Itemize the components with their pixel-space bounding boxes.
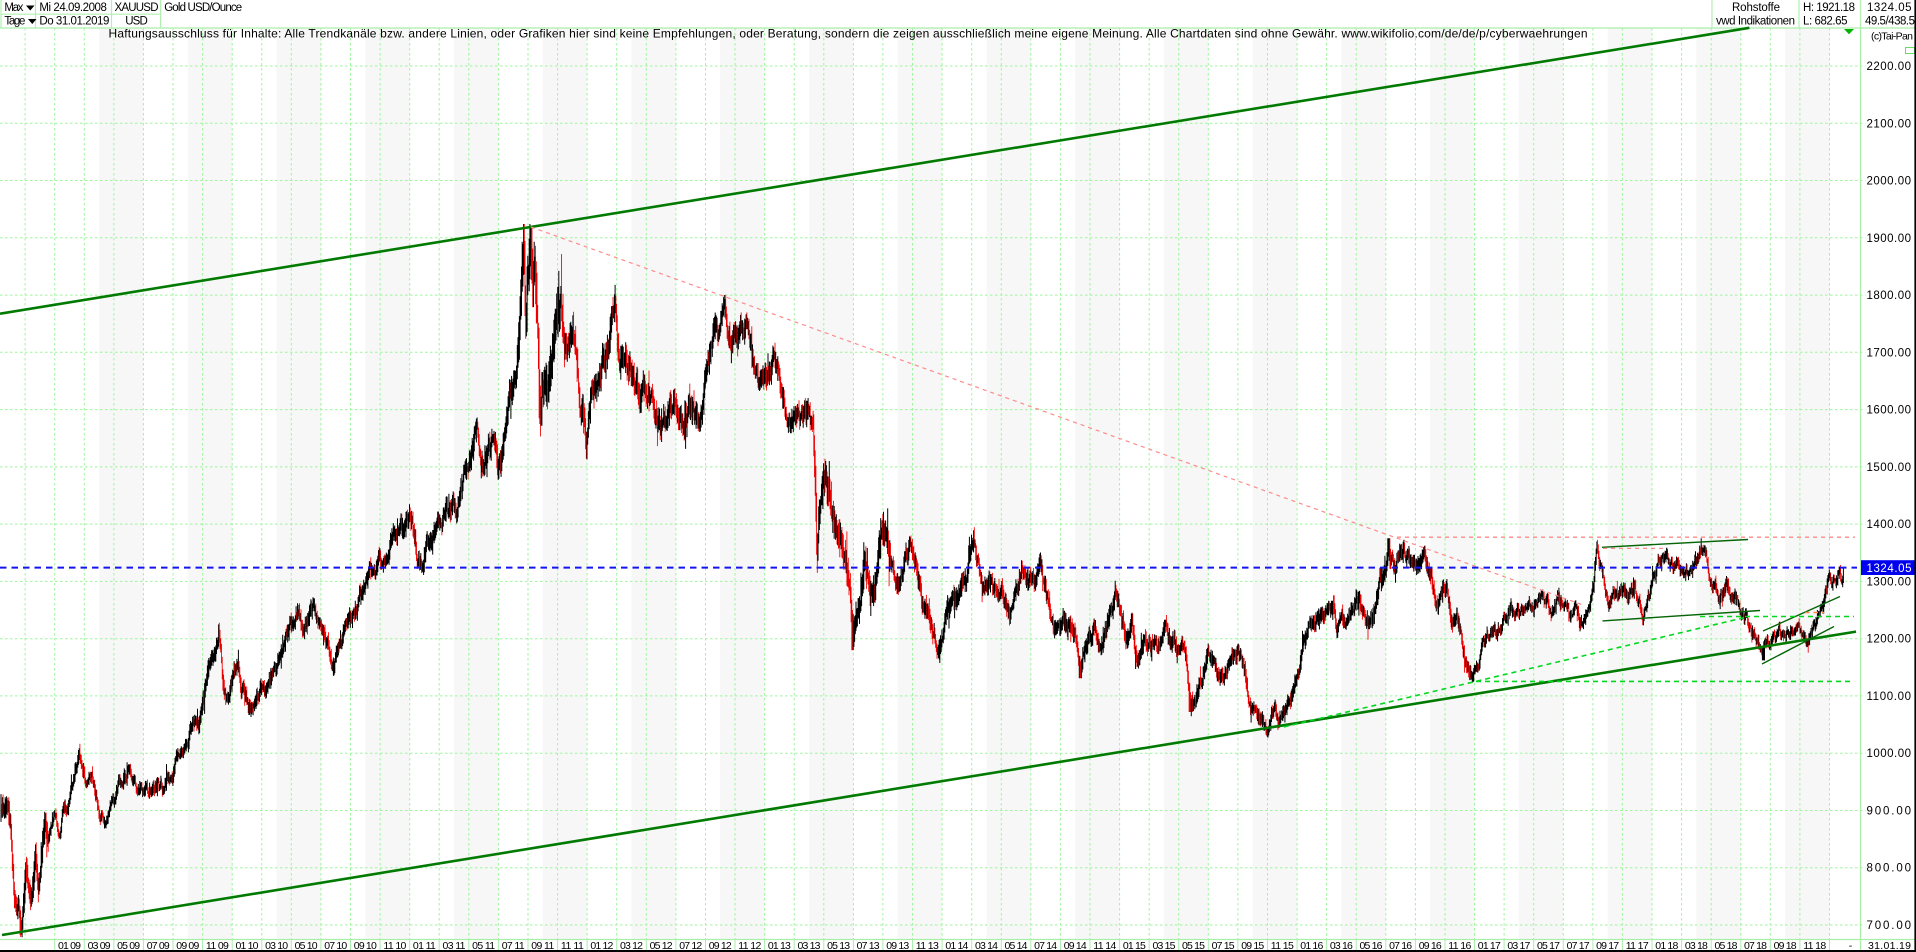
svg-text:09 09: 09 09	[176, 940, 199, 952]
svg-text:03 09: 03 09	[88, 940, 111, 952]
svg-text:-: -	[1849, 940, 1853, 952]
svg-text:05 12: 05 12	[650, 940, 673, 952]
svg-text:2000.00: 2000.00	[1867, 176, 1912, 188]
svg-text:07 14: 07 14	[1034, 940, 1057, 952]
svg-text:H: 1921.18: H: 1921.18	[1803, 2, 1855, 14]
svg-text:03 11: 03 11	[443, 940, 466, 952]
svg-text:L: 682.65: L: 682.65	[1803, 16, 1848, 28]
svg-text:03 18: 03 18	[1685, 940, 1708, 952]
svg-text:1100.00: 1100.00	[1867, 691, 1912, 703]
svg-text:01 18: 01 18	[1655, 940, 1678, 952]
svg-text:09 16: 09 16	[1419, 940, 1442, 952]
svg-text:Gold USD/Ounce: Gold USD/Ounce	[164, 2, 242, 14]
svg-text:05 16: 05 16	[1360, 940, 1383, 952]
svg-text:1324.05: 1324.05	[1867, 563, 1912, 575]
svg-text:1200.00: 1200.00	[1867, 634, 1912, 646]
svg-text:1700.00: 1700.00	[1867, 347, 1912, 359]
svg-text:11 18: 11 18	[1803, 940, 1826, 952]
svg-text:1600.00: 1600.00	[1867, 405, 1912, 417]
svg-text:1000.00: 1000.00	[1867, 748, 1912, 760]
svg-text:01 12: 01 12	[590, 940, 613, 952]
svg-text:1400.00: 1400.00	[1867, 519, 1912, 531]
svg-text:09 14: 09 14	[1064, 940, 1087, 952]
svg-text:11 13: 11 13	[916, 940, 939, 952]
svg-text:07 10: 07 10	[324, 940, 347, 952]
svg-text:49.5/438.5: 49.5/438.5	[1865, 16, 1915, 28]
svg-text:07 16: 07 16	[1389, 940, 1412, 952]
svg-text:09 18: 09 18	[1774, 940, 1797, 952]
svg-text:2200.00: 2200.00	[1867, 61, 1912, 73]
svg-text:09 12: 09 12	[709, 940, 732, 952]
svg-text:09 10: 09 10	[354, 940, 377, 952]
svg-text:03 14: 03 14	[975, 940, 998, 952]
svg-text:11 09: 11 09	[206, 940, 229, 952]
svg-text:05 11: 05 11	[472, 940, 495, 952]
svg-text:03 12: 03 12	[620, 940, 643, 952]
svg-text:03 13: 03 13	[798, 940, 821, 952]
svg-text:07 12: 07 12	[679, 940, 702, 952]
svg-text:09 17: 09 17	[1596, 940, 1619, 952]
svg-text:05 09: 05 09	[117, 940, 140, 952]
svg-text:03 16: 03 16	[1330, 940, 1353, 952]
svg-text:Do 31.01.2019: Do 31.01.2019	[39, 16, 109, 28]
svg-text:05 18: 05 18	[1715, 940, 1738, 952]
svg-text:01 14: 01 14	[945, 940, 968, 952]
svg-text:11 11: 11 11	[561, 940, 584, 952]
svg-text:01 16: 01 16	[1300, 940, 1323, 952]
svg-text:03 15: 03 15	[1153, 940, 1176, 952]
svg-text:07 11: 07 11	[502, 940, 525, 952]
svg-text:03 17: 03 17	[1507, 940, 1530, 952]
svg-text:09 11: 09 11	[531, 940, 554, 952]
svg-text:05 13: 05 13	[827, 940, 850, 952]
svg-text:1500.00: 1500.00	[1867, 462, 1912, 474]
svg-text:01 15: 01 15	[1123, 940, 1146, 952]
svg-text:Haftungsausschluss für Inhalte: Haftungsausschluss für Inhalte: Alle Tre…	[109, 27, 1588, 41]
svg-text:01 10: 01 10	[236, 940, 259, 952]
svg-text:11 14: 11 14	[1093, 940, 1116, 952]
svg-text:31.01.19: 31.01.19	[1868, 940, 1911, 952]
svg-text:07 17: 07 17	[1567, 940, 1590, 952]
svg-text:01 13: 01 13	[768, 940, 791, 952]
svg-text:05 17: 05 17	[1537, 940, 1560, 952]
svg-text:USD: USD	[125, 16, 148, 28]
svg-text:01 17: 01 17	[1478, 940, 1501, 952]
svg-text:09 13: 09 13	[886, 940, 909, 952]
svg-text:1900.00: 1900.00	[1867, 233, 1912, 245]
svg-text:07 09: 07 09	[147, 940, 170, 952]
svg-text:07 13: 07 13	[857, 940, 880, 952]
svg-text:11 12: 11 12	[738, 940, 761, 952]
svg-text:01 09: 01 09	[58, 940, 81, 952]
svg-text:03 10: 03 10	[265, 940, 288, 952]
svg-text:XAUUSD: XAUUSD	[115, 2, 159, 14]
svg-text:05 10: 05 10	[295, 940, 318, 952]
svg-text:Tage: Tage	[4, 16, 25, 28]
svg-text:Mi 24.09.2008: Mi 24.09.2008	[39, 2, 107, 14]
svg-text:Max: Max	[4, 2, 23, 14]
svg-text:800.00: 800.00	[1867, 863, 1912, 875]
svg-text:700.00: 700.00	[1867, 920, 1912, 932]
svg-text:Rohstoffe: Rohstoffe	[1732, 2, 1780, 14]
svg-text:11 15: 11 15	[1271, 940, 1294, 952]
svg-text:900.00: 900.00	[1867, 806, 1912, 818]
svg-text:11 10: 11 10	[383, 940, 406, 952]
svg-text:09 15: 09 15	[1241, 940, 1264, 952]
svg-text:1300.00: 1300.00	[1867, 576, 1912, 588]
svg-text:07 18: 07 18	[1744, 940, 1767, 952]
svg-text:05 14: 05 14	[1005, 940, 1028, 952]
svg-text:05 15: 05 15	[1182, 940, 1205, 952]
svg-text:1800.00: 1800.00	[1867, 290, 1912, 302]
svg-text:(c)Tai-Pan: (c)Tai-Pan	[1871, 31, 1913, 43]
svg-text:2100.00: 2100.00	[1867, 118, 1912, 130]
svg-text:11 16: 11 16	[1448, 940, 1471, 952]
svg-text:vwd Indikationen: vwd Indikationen	[1716, 16, 1795, 28]
svg-text:1324.05: 1324.05	[1867, 2, 1912, 14]
svg-text:01 11: 01 11	[413, 940, 436, 952]
svg-text:11 17: 11 17	[1626, 940, 1649, 952]
svg-text:07 15: 07 15	[1212, 940, 1235, 952]
